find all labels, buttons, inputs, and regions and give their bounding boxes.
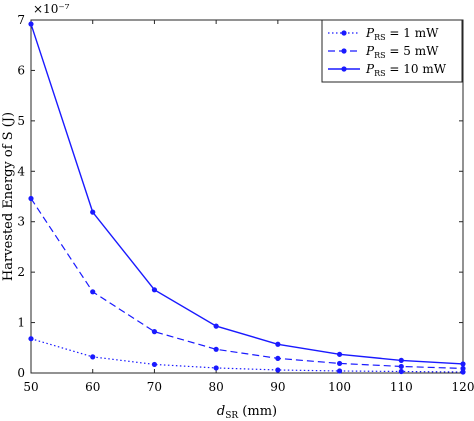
data-point — [398, 363, 404, 370]
data-point — [398, 368, 404, 375]
x-tick-label: 70 — [147, 380, 162, 394]
series-line — [30, 198, 464, 370]
legend-swatch-marker — [341, 30, 347, 36]
data-point — [28, 21, 34, 27]
legend-entry: PRS = 5 mW — [328, 44, 439, 60]
data-point — [336, 368, 343, 374]
data-point — [275, 367, 281, 373]
data-point — [213, 346, 219, 352]
data-point — [336, 351, 343, 357]
x-axis-label: dSR (mm) — [217, 404, 277, 421]
y-tick-label: 2 — [17, 265, 25, 279]
y-tick-label: 0 — [17, 366, 25, 380]
y-tick-label: 5 — [17, 114, 25, 128]
legend-label: PRS = 10 mW — [365, 62, 447, 78]
legend-label-value: = 1 mW — [386, 26, 440, 40]
legend-label-value: = 5 mW — [386, 44, 440, 58]
y-tick-label: 4 — [17, 164, 25, 178]
data-point — [336, 360, 343, 367]
x-tick-label: 110 — [390, 380, 413, 394]
series-1 — [28, 336, 466, 375]
data-point — [398, 357, 404, 363]
legend-label-var: P — [365, 44, 375, 58]
data-point — [28, 336, 34, 342]
y-axis-label: Harvested Energy of S (J) — [1, 112, 16, 281]
x-axis-label-subscript: SR — [225, 411, 238, 421]
legend-label-var: P — [365, 62, 375, 76]
legend-label-value: = 10 mW — [386, 62, 447, 76]
legend-label-subscript: RS — [374, 33, 386, 42]
x-tick-label: 80 — [209, 380, 224, 394]
x-tick-label: 50 — [23, 380, 38, 394]
data-point — [151, 329, 158, 335]
legend-label-subscript: RS — [374, 51, 386, 60]
data-point — [90, 354, 96, 360]
legend-label-var: P — [365, 26, 375, 40]
x-axis-label-var: d — [217, 404, 225, 419]
legend-label: PRS = 5 mW — [365, 44, 439, 60]
y-axis-ticks: 0 1 2 3 4 5 6 7 — [17, 13, 463, 380]
y-tick-label: 1 — [17, 316, 25, 330]
data-point — [213, 365, 219, 371]
x-axis-ticks: 50 60 70 80 90 100 110 120 — [23, 20, 474, 394]
data-point — [275, 355, 281, 361]
series-layer — [28, 21, 466, 375]
legend-label-subscript: RS — [374, 69, 386, 78]
data-point — [460, 361, 466, 367]
data-point — [275, 341, 281, 347]
series-line — [30, 338, 464, 373]
data-point — [28, 195, 34, 202]
y-axis-exponent: ×10⁻⁷ — [33, 2, 70, 16]
y-tick-label: 6 — [17, 63, 25, 77]
y-tick-label: 7 — [17, 13, 25, 27]
x-axis-label-unit: (mm) — [238, 404, 277, 419]
x-tick-label: 60 — [85, 380, 100, 394]
data-point — [90, 289, 96, 295]
legend-label: PRS = 1 mW — [365, 26, 439, 42]
x-tick-label: 120 — [452, 380, 474, 394]
legend-swatch-marker — [341, 66, 347, 72]
legend-entry: PRS = 10 mW — [328, 62, 447, 78]
data-point — [460, 365, 466, 372]
series-3 — [28, 21, 466, 367]
x-tick-label: 90 — [270, 380, 285, 394]
data-point — [151, 287, 158, 293]
data-point — [151, 361, 158, 368]
legend-entry: PRS = 1 mW — [328, 26, 439, 42]
data-point — [90, 209, 96, 215]
series-2 — [28, 195, 466, 372]
legend-swatch-marker — [341, 48, 347, 54]
data-point — [213, 323, 219, 329]
y-tick-label: 3 — [17, 215, 25, 229]
x-tick-label: 100 — [328, 380, 351, 394]
series-line — [30, 23, 464, 365]
